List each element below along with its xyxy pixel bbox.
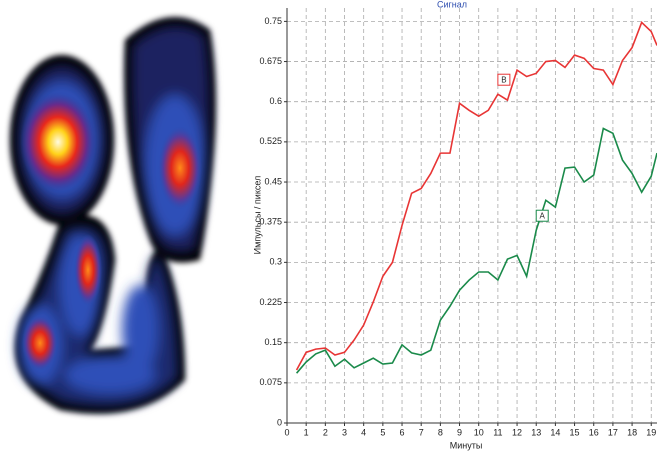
x-tick-label: 15 [570, 427, 580, 437]
x-tick-label: 5 [380, 427, 385, 437]
y-tick-label: 0.75 [264, 16, 282, 26]
y-tick-label: 0.525 [259, 136, 282, 146]
x-tick-label: 4 [361, 427, 366, 437]
x-tick-label: 7 [419, 427, 424, 437]
x-tick-label: 13 [531, 427, 541, 437]
y-tick-label: 0.675 [259, 56, 282, 66]
x-tick-label: 19 [646, 427, 656, 437]
x-tick-label: 14 [550, 427, 560, 437]
x-tick-label: 16 [589, 427, 599, 437]
x-tick-label: 10 [474, 427, 484, 437]
x-tick-label: 18 [627, 427, 637, 437]
y-axis-label: Импульсы / пиксел [252, 176, 262, 255]
x-tick-label: 0 [284, 427, 289, 437]
x-axis-label: Минуты [450, 440, 483, 450]
x-tick-label: 6 [400, 427, 405, 437]
scintigram [10, 17, 216, 414]
y-tick-label: 0.3 [269, 257, 282, 267]
x-tick-label: 9 [457, 427, 462, 437]
y-tick-label: 0.6 [269, 96, 282, 106]
x-tick-label: 12 [512, 427, 522, 437]
x-tick-label: 11 [493, 427, 502, 437]
x-tick-label: 3 [342, 427, 347, 437]
series-line [295, 127, 657, 374]
y-tick-label: 0.225 [259, 297, 282, 307]
y-tick-label: 0.375 [259, 217, 282, 227]
series-line [295, 21, 657, 371]
y-tick-label: 0 [277, 417, 282, 427]
y-tick-label: 0.15 [264, 337, 282, 347]
series-label-box [535, 209, 549, 222]
y-tick-label: 0.45 [264, 176, 282, 186]
series-label-box [497, 73, 511, 86]
x-tick-label: 17 [608, 427, 618, 437]
series-label: A [540, 211, 546, 220]
x-tick-label: 2 [323, 427, 328, 437]
chart-title: Сигнал [437, 0, 467, 9]
x-tick-label: 1 [304, 427, 309, 437]
y-tick-label: 0.075 [259, 377, 282, 387]
series-label: B [501, 75, 506, 84]
x-tick-label: 8 [438, 427, 443, 437]
